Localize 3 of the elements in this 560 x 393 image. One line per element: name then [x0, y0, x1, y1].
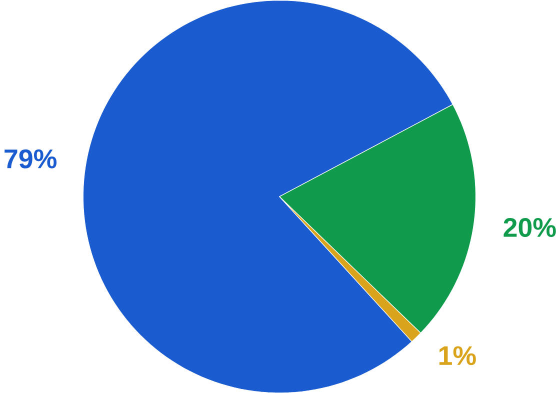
data-label: 20%: [504, 218, 556, 237]
data-label: 1%: [439, 346, 476, 365]
data-label: 79%: [4, 149, 57, 168]
